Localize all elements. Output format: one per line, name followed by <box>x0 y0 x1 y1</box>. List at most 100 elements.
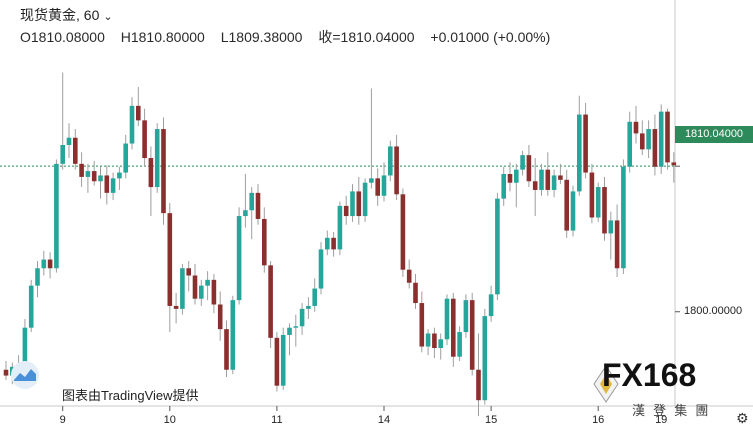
candle-body <box>362 182 368 217</box>
candle <box>595 182 601 222</box>
candle-body <box>545 169 551 190</box>
candle <box>400 188 406 277</box>
candle <box>148 146 154 217</box>
candle <box>79 152 84 188</box>
candle-body <box>123 143 128 173</box>
candle-body <box>268 265 273 338</box>
candle <box>514 163 519 208</box>
candle <box>658 104 664 174</box>
candle <box>249 187 254 240</box>
symbol-interval-selector[interactable]: 现货黄金, 60 ⌄ <box>20 5 113 25</box>
candle <box>142 108 147 167</box>
candle-body <box>224 329 229 370</box>
candle-body <box>532 181 538 190</box>
low-value: L1809.38000 <box>220 29 303 45</box>
candle-body <box>432 333 437 348</box>
candle <box>413 274 418 309</box>
candle <box>66 123 72 159</box>
candle-body <box>451 298 456 357</box>
candle-body <box>388 146 393 176</box>
time-axis-ticks <box>62 406 662 411</box>
candle-body <box>312 288 317 306</box>
candle <box>406 259 412 289</box>
candle <box>129 97 135 150</box>
candle-body <box>350 191 355 217</box>
candle <box>110 172 116 201</box>
tradingview-credit[interactable]: 图表由TradingView提供 <box>62 388 199 403</box>
candle <box>627 111 632 173</box>
gear-icon[interactable]: ⚙ <box>736 410 749 426</box>
candle <box>35 261 40 298</box>
candle-body <box>331 237 336 250</box>
candle <box>312 278 317 312</box>
candle-body <box>287 327 292 335</box>
candle-body <box>583 114 588 173</box>
candle <box>192 263 198 305</box>
candle-body <box>110 178 116 193</box>
candle <box>640 120 645 156</box>
open-value: O1810.08000 <box>20 29 105 45</box>
candle-body <box>104 175 110 193</box>
candle <box>558 163 563 185</box>
candle <box>224 320 229 377</box>
candle <box>211 274 217 314</box>
candle-body <box>501 174 506 199</box>
time-tick-label: 10 <box>163 414 176 426</box>
candle-body <box>136 105 141 121</box>
candle <box>199 279 204 306</box>
candle-body <box>325 237 330 250</box>
candle <box>419 291 425 353</box>
candle <box>243 174 248 228</box>
candle <box>425 329 431 356</box>
candle <box>570 185 576 237</box>
candle <box>117 166 122 190</box>
candle <box>362 178 368 222</box>
candle <box>539 163 544 196</box>
candle-body <box>564 179 569 231</box>
time-tick-label: 11 <box>271 414 283 426</box>
candle <box>3 361 9 380</box>
candle-body <box>66 137 72 145</box>
candle-body <box>608 220 614 234</box>
candle-body <box>129 105 135 144</box>
candle <box>350 184 355 222</box>
candle <box>589 163 595 224</box>
candle-body <box>91 171 97 182</box>
candle-body <box>627 121 632 167</box>
candle <box>255 184 261 225</box>
candle <box>608 211 614 260</box>
tradingview-logo-icon[interactable] <box>8 360 42 390</box>
candle-body <box>457 332 462 357</box>
candle-body <box>249 192 254 211</box>
candle-body <box>337 205 343 250</box>
chevron-down-icon: ⌄ <box>103 11 113 23</box>
candle <box>356 176 362 225</box>
candle-body <box>85 171 91 177</box>
candle-body <box>375 178 380 196</box>
price-tick-label: 1800.00000 <box>684 304 743 317</box>
candle-body <box>186 268 191 276</box>
candle-body <box>41 259 47 269</box>
candle-body <box>356 191 362 217</box>
candle-body <box>406 269 412 283</box>
candle-body <box>299 308 305 327</box>
candle-body <box>217 304 223 330</box>
change-value: +0.01000 (+0.00%) <box>430 29 551 45</box>
candle <box>262 207 267 273</box>
candle <box>375 168 380 206</box>
candle-body <box>425 333 431 347</box>
candle-body <box>438 339 443 348</box>
candle <box>488 285 494 322</box>
candle <box>205 271 210 301</box>
candle-body <box>400 194 406 270</box>
candle-body <box>558 175 563 180</box>
candle-body <box>236 216 242 301</box>
candle <box>180 263 185 315</box>
candle-body <box>167 213 173 306</box>
candle-body <box>54 163 59 269</box>
candle-body <box>652 129 658 167</box>
candle <box>28 279 34 333</box>
symbol-interval-label: 现货黄金, 60 <box>20 7 100 23</box>
candle <box>621 159 626 275</box>
